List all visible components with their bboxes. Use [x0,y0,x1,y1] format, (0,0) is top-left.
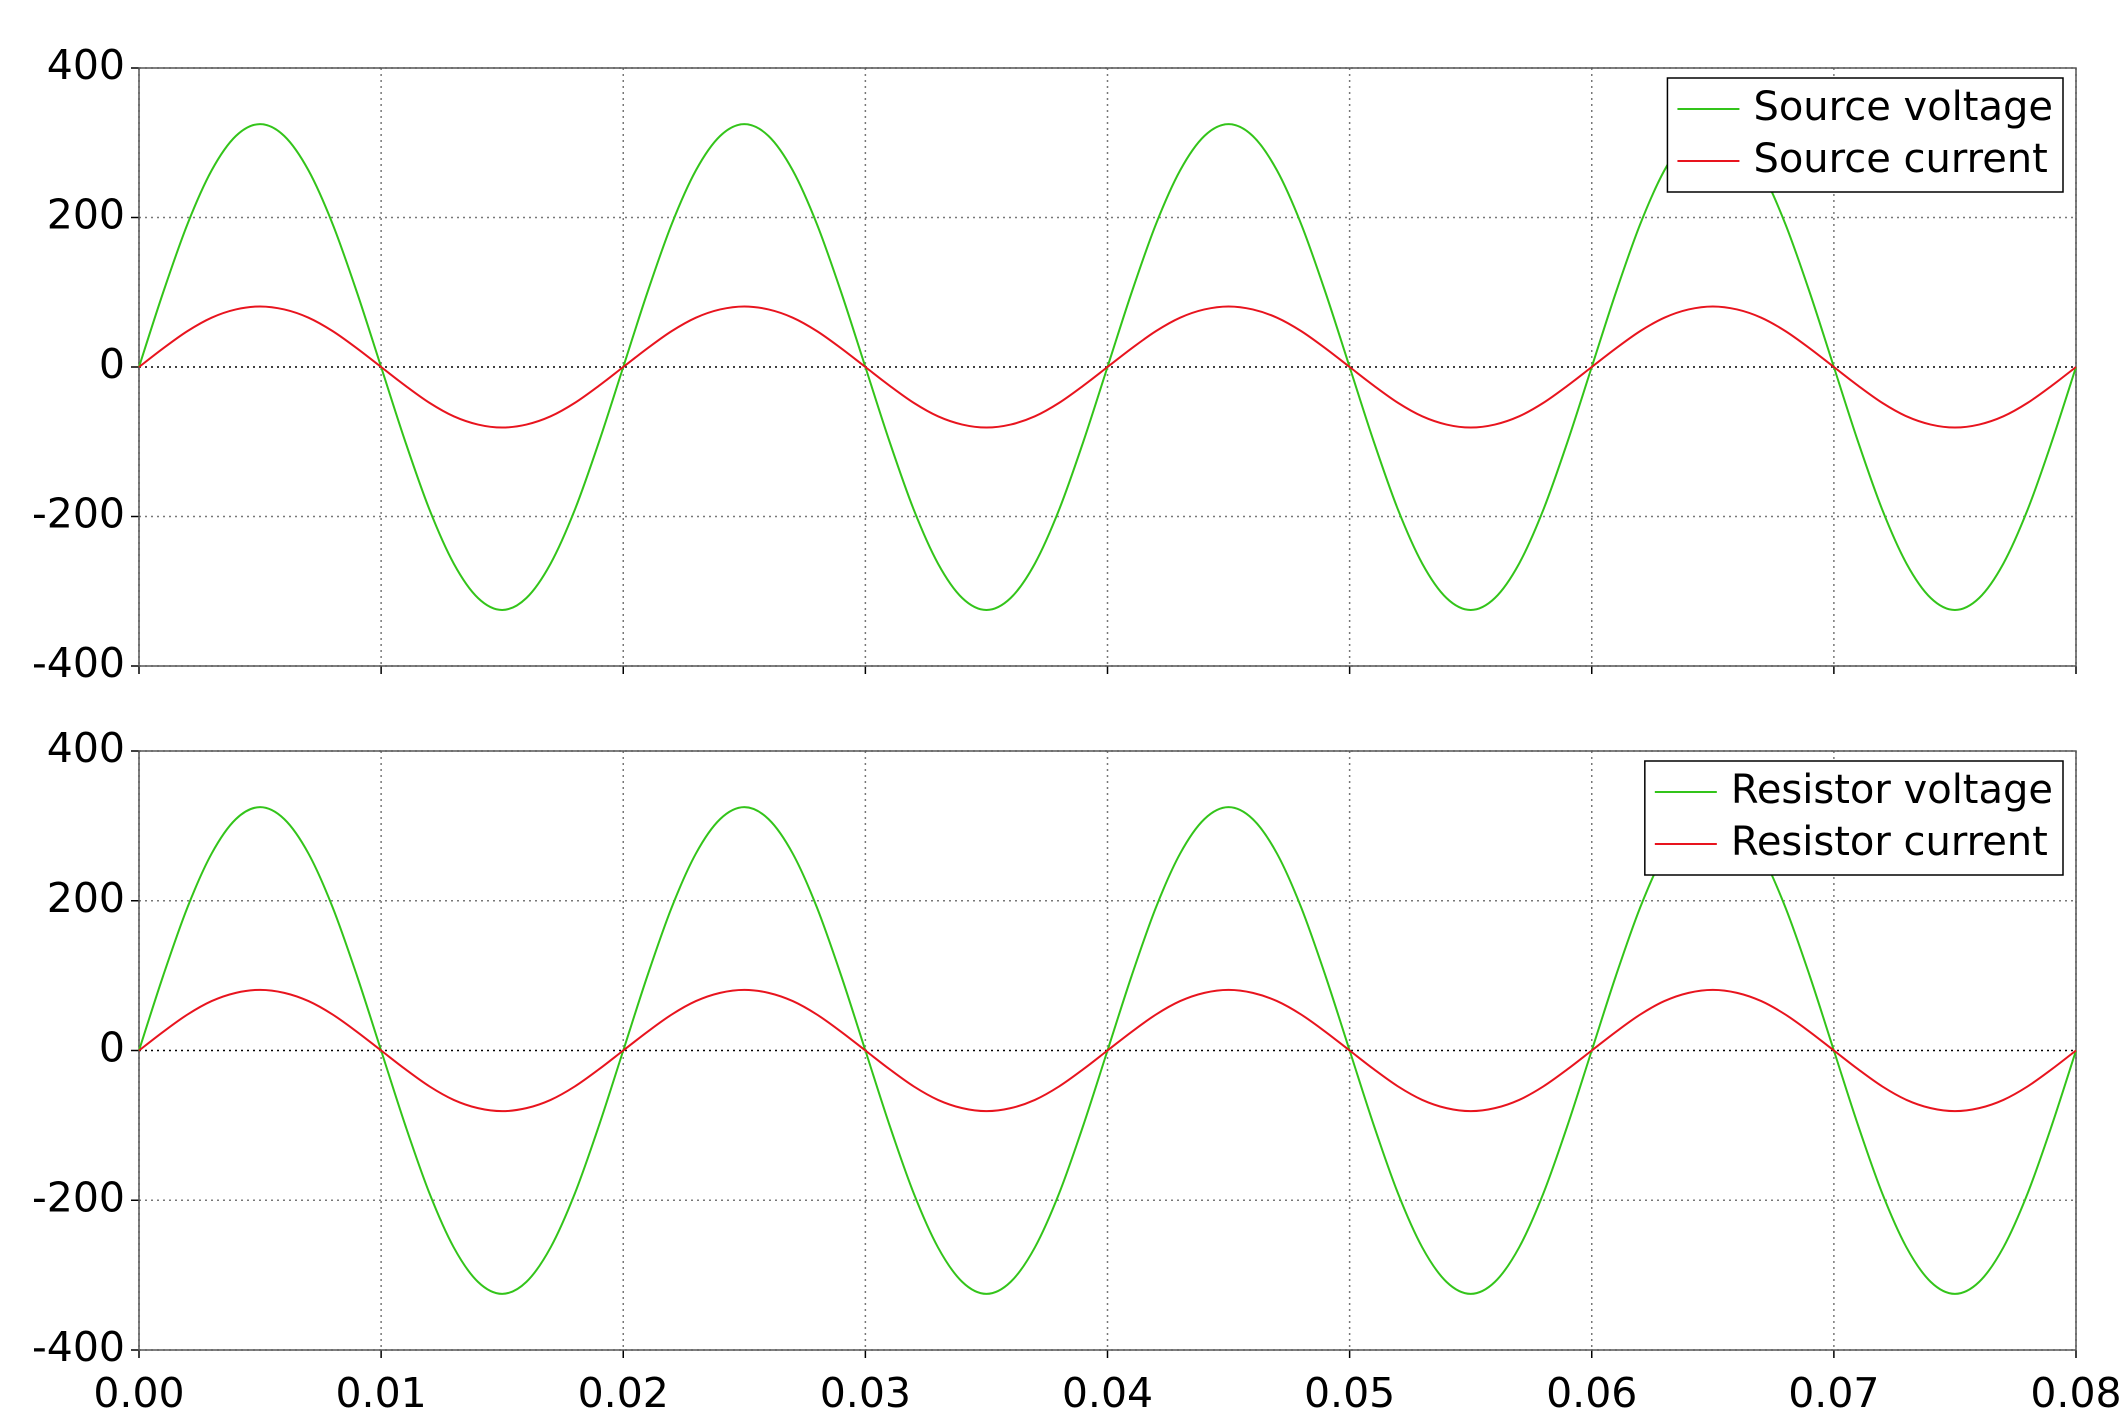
y-tick-label: 0 [99,1024,125,1072]
y-tick-label: -200 [32,490,125,538]
y-tick-label: 400 [47,724,125,772]
y-tick-label: -400 [32,639,125,687]
legend-label: Source voltage [1753,84,2053,130]
series-line [138,988,2077,1113]
x-tick-label: 0.03 [820,1369,911,1417]
y-tick-label: 0 [99,340,125,388]
legend: Resistor voltage Resistor current [1644,760,2064,876]
x-tick-label: 0.07 [1788,1369,1879,1417]
y-tick-label: 200 [47,874,125,922]
legend-label: Source current [1753,136,2047,182]
legend-label: Resistor voltage [1731,767,2053,813]
legend-box [1666,77,2064,193]
legend-label: Resistor current [1731,819,2048,865]
y-tick-label: -400 [32,1323,125,1371]
x-tick-label: 0.06 [1546,1369,1637,1417]
x-tick-label: 0.08 [2030,1369,2121,1417]
plot: 0.00 0.01 0.02 0.03 0.04 0.05 0.06 0.07 0.08 400 2… [32,724,2122,1417]
y-tick-label: 400 [47,41,125,89]
x-tick-label: 0.05 [1304,1369,1395,1417]
legend: Source voltage Source current [1666,77,2064,193]
series-line [138,305,2077,429]
x-tick-label: 0.02 [578,1369,669,1417]
legend-box [1644,760,2064,876]
x-tick-label: 0.04 [1062,1369,1153,1417]
plot: 400 200 0 -200 -400 Source voltage Source curr… [32,41,2077,687]
y-tick-label: 200 [47,191,125,239]
y-tick-label: -200 [32,1173,125,1221]
x-tick-label: 0.00 [93,1369,184,1417]
x-tick-label: 0.01 [335,1369,426,1417]
